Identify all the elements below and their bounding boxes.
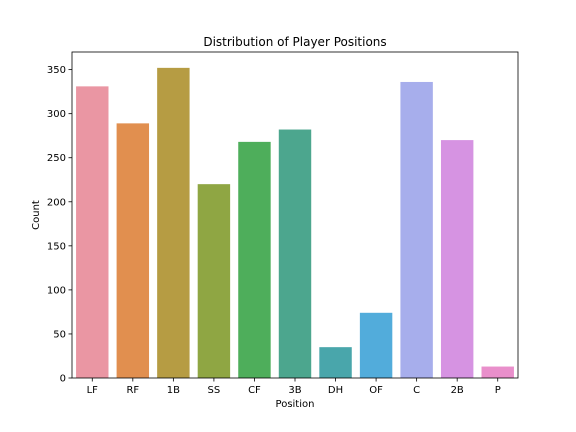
y-tick-label: 50	[53, 329, 66, 340]
x-tick-label: DH	[328, 385, 343, 396]
x-tick-label: RF	[126, 385, 139, 396]
x-tick-label: OF	[369, 385, 383, 396]
y-tick-label: 300	[47, 109, 66, 120]
y-tick-label: 100	[47, 285, 66, 296]
x-tick-label: 3B	[288, 385, 301, 396]
bar-dh	[319, 347, 352, 378]
bar-c	[400, 81, 433, 378]
y-tick-label: 0	[60, 374, 66, 385]
bar-p	[481, 366, 514, 378]
bar-1b	[157, 67, 190, 378]
bars-group	[76, 67, 514, 379]
y-tick-label: 200	[47, 197, 66, 208]
x-tick-label: SS	[208, 385, 221, 396]
y-tick-label: 250	[47, 153, 66, 164]
x-tick-label: P	[495, 385, 501, 396]
x-tick-label: 1B	[167, 385, 180, 396]
bar-3b	[278, 129, 312, 378]
x-tick-label: LF	[87, 385, 99, 396]
y-axis-label: Count	[31, 200, 42, 230]
bar-2b	[440, 140, 474, 378]
chart-title: Distribution of Player Positions	[203, 35, 386, 49]
plot-frame	[71, 51, 519, 379]
x-tick-label: CF	[248, 385, 261, 396]
x-tick-label: C	[413, 385, 420, 396]
x-tick-label: 2B	[451, 385, 464, 396]
bar-rf	[116, 123, 150, 378]
bar-cf	[238, 141, 271, 378]
bar-lf	[76, 86, 109, 379]
bar-ss	[197, 184, 231, 378]
bar-of	[359, 312, 393, 378]
x-ticks-group: LF RF 1B SS CF 3B DH OF C 2B P	[87, 378, 501, 396]
y-tick-label: 150	[47, 241, 66, 252]
x-axis-label: Position	[276, 399, 315, 410]
y-ticks-group: 0 50 100 150 200 250 300 350	[47, 65, 72, 385]
y-tick-label: 350	[47, 65, 66, 76]
